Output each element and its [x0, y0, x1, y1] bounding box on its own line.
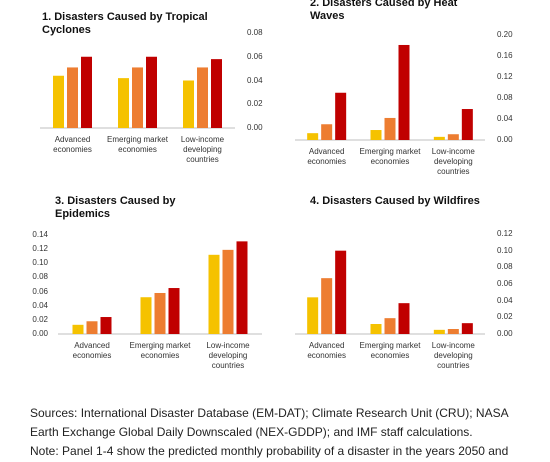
- chart-title: 4. Disasters Caused by Wildfires: [310, 195, 480, 207]
- bar: [370, 324, 382, 334]
- bar: [433, 136, 445, 140]
- y-tick-label: 0.06: [497, 279, 513, 288]
- chart-title: 2. Disasters Caused by Heat Waves: [310, 0, 458, 22]
- y-tick-label: 0.04: [32, 300, 48, 310]
- y-tick-label: 0.12: [32, 244, 48, 254]
- x-tick-label: Emerging market economies: [359, 147, 421, 166]
- y-tick-label: 0.10: [497, 245, 513, 255]
- x-tick-label: Advanced economies: [307, 147, 346, 166]
- y-tick-label: 0.14: [32, 230, 48, 239]
- sources: Sources: International Disaster Database…: [30, 406, 508, 439]
- bar: [433, 329, 445, 334]
- bar: [81, 56, 92, 128]
- y-tick-label: 0.00: [247, 123, 263, 132]
- x-tick-label: Low-income developing countries: [431, 341, 475, 370]
- chart-title: 1. Disasters Caused by Tropical Cyclones: [42, 11, 208, 36]
- bar: [118, 78, 129, 128]
- bar: [461, 109, 473, 140]
- x-tick-label: Emerging market economies: [129, 341, 191, 360]
- x-tick-label: Advanced economies: [53, 135, 92, 154]
- y-tick-label: 0.12: [497, 72, 513, 81]
- bar: [86, 321, 98, 334]
- bar: [132, 67, 143, 128]
- note: Note: Panel 1-4 show the predicted month…: [30, 444, 509, 458]
- bar: [236, 241, 248, 334]
- bar: [53, 75, 64, 128]
- bar: [140, 297, 152, 334]
- y-tick-label: 0.02: [497, 312, 513, 322]
- y-tick-label: 0.00: [497, 135, 513, 144]
- y-tick-label: 0.08: [32, 272, 48, 282]
- y-tick-label: 0.02: [32, 314, 48, 324]
- y-tick-label: 0.08: [497, 93, 513, 102]
- bar: [197, 67, 208, 128]
- y-tick-label: 0.12: [497, 229, 513, 238]
- chart-title: 3. Disasters Caused by Epidemics: [55, 195, 176, 220]
- bar: [307, 297, 319, 334]
- bar: [461, 323, 473, 334]
- bar: [67, 67, 78, 128]
- bar: [222, 249, 234, 334]
- bar: [398, 303, 410, 334]
- x-tick-label: Emerging market economies: [107, 135, 168, 154]
- bar: [384, 318, 396, 334]
- y-tick-label: 0.04: [497, 114, 513, 123]
- bar: [183, 80, 194, 128]
- y-tick-label: 0.10: [32, 258, 48, 268]
- bar: [370, 130, 382, 140]
- y-tick-label: 0.04: [247, 75, 263, 85]
- bar: [100, 317, 112, 334]
- x-tick-label: Low-income developing countries: [180, 135, 225, 164]
- bar: [321, 124, 333, 140]
- x-tick-label: Low-income developing countries: [431, 147, 475, 176]
- y-tick-label: 0.02: [247, 99, 263, 109]
- bar: [307, 133, 319, 140]
- bar: [146, 56, 157, 128]
- bar: [335, 92, 347, 140]
- bar: [447, 329, 459, 334]
- y-tick-label: 0.00: [497, 329, 513, 338]
- y-tick-label: 0.06: [247, 51, 263, 61]
- bar: [335, 250, 347, 334]
- x-tick-label: Advanced economies: [307, 341, 346, 360]
- bar: [398, 44, 410, 140]
- y-tick-label: 0.06: [32, 286, 48, 296]
- y-tick-label: 0.08: [247, 28, 263, 37]
- x-tick-label: Advanced economies: [72, 341, 112, 360]
- bar: [211, 59, 222, 128]
- bar: [384, 117, 396, 140]
- y-tick-label: 0.08: [497, 262, 513, 272]
- x-tick-label: Emerging market economies: [359, 341, 421, 360]
- bar: [447, 134, 459, 140]
- y-tick-label: 0.20: [497, 30, 513, 39]
- x-tick-label: Low-income developing countries: [206, 341, 250, 370]
- y-tick-label: 0.04: [497, 295, 513, 305]
- bar: [168, 288, 180, 334]
- y-tick-label: 0.00: [32, 329, 48, 338]
- bar: [154, 292, 166, 334]
- y-tick-label: 0.16: [497, 51, 513, 60]
- bar: [72, 324, 84, 334]
- bar: [208, 254, 220, 334]
- bar: [321, 278, 333, 334]
